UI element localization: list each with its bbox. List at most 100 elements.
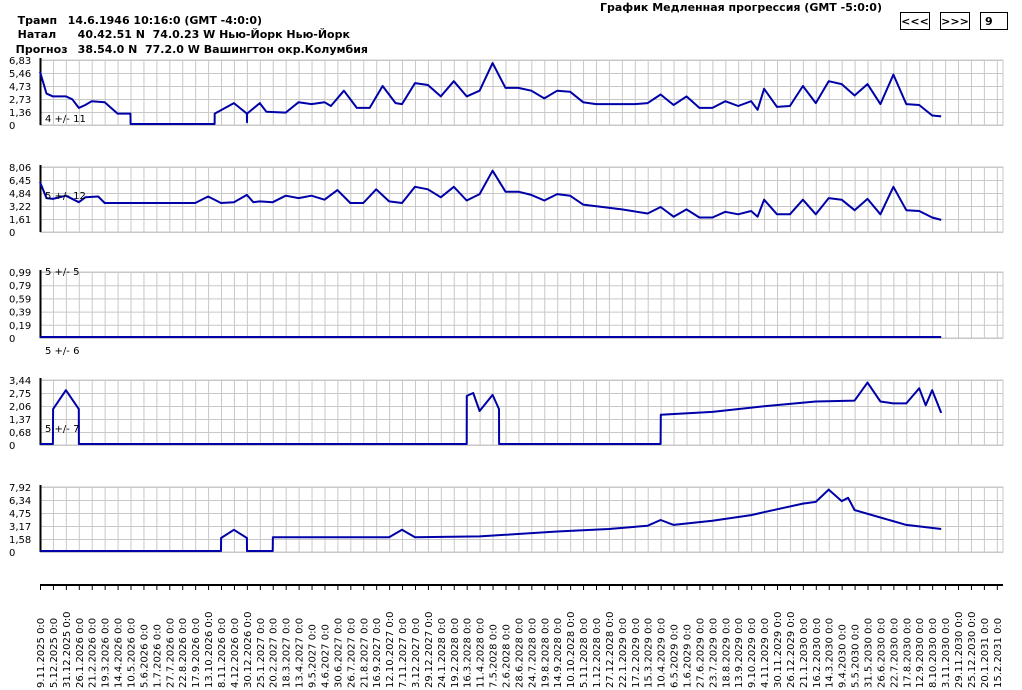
x-tick-label: 26.1.2026 0:0	[75, 618, 86, 688]
x-tick-label: 30.6.2027 0:0	[333, 618, 344, 688]
y-tick-label: 1,36	[9, 108, 31, 119]
x-tick-label: 3.11.2030 0:0	[941, 618, 952, 688]
x-tick-label: 15.3.2029 0:0	[644, 618, 655, 688]
panel-label-secondary: 5 +/- 6	[45, 346, 79, 357]
x-tick-label: 7.5.2028 0:0	[489, 624, 500, 688]
x-tick-label: 22.7.2030 0:0	[889, 618, 900, 688]
panel-frame	[39, 166, 1004, 233]
x-tick-label: 25.1.2027 0:0	[256, 618, 267, 688]
x-tick-label: 22.1.2029 0:0	[618, 618, 629, 688]
y-tick-label: 1,58	[9, 535, 31, 546]
x-tick-label: 1.6.2029 0:0	[683, 624, 694, 688]
y-tick-label: 4,84	[9, 189, 31, 200]
x-tick-label: 14.9.2028 0:0	[553, 618, 564, 688]
x-tick-label: 21.1.2030 0:0	[799, 618, 810, 688]
header-value-natal: 40.42.51 N 74.0.23 W Нью-Йорк Нью-Йорк	[77, 28, 350, 41]
x-tick-label: 3.12.2027 0:0	[411, 618, 422, 688]
x-tick-label: 9.10.2029 0:0	[747, 618, 758, 688]
x-tick-label: 1.7.2026 0:0	[152, 624, 163, 688]
x-tick-label: 1.12.2028 0:0	[592, 618, 603, 688]
x-tick-label: 7.11.2027 0:0	[398, 618, 409, 688]
x-tick-label: 15.2.2031 0:0	[993, 618, 1004, 688]
y-tick-label: 2,06	[9, 402, 31, 413]
x-tick-label: 6.5.2029 0:0	[670, 624, 681, 688]
y-tick-label: 0	[9, 334, 15, 345]
header-row-3: Прогноз 38.54.0 N 77.2.0 W Вашингтон окр.…	[8, 30, 368, 56]
x-tick-label: 30.11.2029 0:0	[773, 611, 784, 688]
next-button[interactable]: >>>	[940, 12, 970, 30]
panel-label: 5 +/- 7	[45, 424, 79, 435]
y-tick-label: 6,83	[9, 56, 31, 67]
x-tick-label: 10.4.2029 0:0	[657, 618, 668, 688]
x-tick-label: 24.1.2028 0:0	[437, 618, 448, 688]
x-tick-label: 13.4.2027 0:0	[295, 618, 306, 688]
x-tick-label: 5.6.2026 0:0	[139, 624, 150, 688]
series-line	[39, 62, 942, 125]
y-tick-label: 8,06	[9, 163, 31, 174]
y-tick-label: 3,22	[9, 202, 31, 213]
x-tick-label: 5.12.2025 0:0	[49, 618, 60, 688]
chart-panel-2: 8,06 6,45 4,84 3,22 1,61 0 5 +/- 12	[9, 163, 1004, 239]
y-tick-label: 0,99	[9, 268, 31, 279]
chart-title: График Медленная прогрессия (GMT -5:0:0)	[600, 1, 882, 14]
x-tick-label: 9.5.2027 0:0	[308, 624, 319, 688]
y-tick-label: 0,59	[9, 294, 31, 305]
x-tick-label: 8.11.2026 0:0	[217, 618, 228, 688]
y-tick-label: 4,75	[9, 509, 31, 520]
y-tick-label: 0	[9, 228, 15, 239]
header-row-2: Натал 40.42.51 N 74.0.23 W Нью-Йорк Нью-Й…	[10, 15, 350, 41]
x-tick-label: 20.2.2027 0:0	[269, 618, 280, 688]
x-tick-label: 27.7.2026 0:0	[165, 618, 176, 688]
chart-panel-3: 0,99 0,79 0,59 0,39 0,19 0 5 +/- 5	[9, 267, 1004, 345]
x-tick-label: 14.3.2030 0:0	[825, 618, 836, 688]
x-tick-label: 5.11.2028 0:0	[579, 618, 590, 688]
x-tick-label: 4.12.2026 0:0	[230, 618, 241, 688]
x-tick-label: 31.12.2025 0:0	[62, 611, 73, 688]
chart-panel-4: 3,44 2,75 2,06 1,37 0,68 0 5 +/- 7 5 +/- 6	[9, 346, 1004, 452]
x-tick-label: 18.8.2029 0:0	[721, 618, 732, 688]
panel-frame	[39, 486, 1004, 553]
y-tick-label: 0,39	[9, 308, 31, 319]
x-tick-label: 16.9.2027 0:0	[372, 618, 383, 688]
x-tick-label: 19.8.2028 0:0	[540, 618, 551, 688]
y-tick-label: 3,17	[9, 522, 31, 533]
x-tick-label: 10.10.2028 0:0	[566, 611, 577, 688]
count-field[interactable]: 9	[980, 12, 1008, 30]
x-tick-label: 11.4.2028 0:0	[476, 618, 487, 688]
x-tick-label: 4.6.2027 0:0	[321, 624, 332, 688]
x-tick-label: 14.4.2026 0:0	[114, 618, 125, 688]
y-tick-label: 2,73	[9, 95, 31, 106]
x-tick-label: 12.10.2027 0:0	[385, 611, 396, 688]
y-tick-label: 3,44	[9, 376, 31, 387]
x-tick-label: 13.10.2026 0:0	[204, 611, 215, 688]
x-tick-label: 9.4.2030 0:0	[838, 624, 849, 688]
y-tick-label: 5,46	[9, 69, 31, 80]
x-tick-label: 13.9.2029 0:0	[734, 618, 745, 688]
y-tick-label: 7,92	[9, 483, 31, 494]
header-value-forecast: 38.54.0 N 77.2.0 W Вашингтон окр.Колумби…	[77, 43, 368, 56]
x-tick-label: 16.3.2028 0:0	[463, 618, 474, 688]
y-tick-label: 0	[9, 548, 15, 559]
y-tick-label: 2,75	[9, 389, 31, 400]
x-tick-label: 24.7.2028 0:0	[527, 618, 538, 688]
header-label-transit: Трамп	[17, 14, 58, 27]
x-tick-label: 23.7.2029 0:0	[708, 618, 719, 688]
x-tick-label: 29.12.2027 0:0	[424, 611, 435, 688]
panel-frame	[39, 379, 1004, 446]
chart-panel-1: 6,83 5,46 4,73 2,73 1,36 0 4 +/- 11	[9, 56, 1004, 132]
x-tick-label: 16.2.2030 0:0	[812, 618, 823, 688]
y-tick-label: 4,73	[9, 82, 31, 93]
y-tick-label: 1,61	[9, 215, 31, 226]
x-tick-label: 5.5.2030 0:0	[851, 624, 862, 688]
panel-label: 4 +/- 11	[45, 114, 86, 125]
prev-button[interactable]: <<<	[900, 12, 930, 30]
y-tick-label: 0	[9, 121, 15, 132]
panel-label: 5 +/- 12	[45, 191, 86, 202]
x-tick-label: 28.6.2028 0:0	[514, 618, 525, 688]
x-tick-label: 4.11.2029 0:0	[760, 618, 771, 688]
x-tick-label: 21.2.2026 0:0	[88, 618, 99, 688]
series-line	[40, 381, 943, 445]
x-tick-label: 30.12.2026 0:0	[243, 611, 254, 688]
panel-label: 5 +/- 5	[45, 267, 79, 278]
